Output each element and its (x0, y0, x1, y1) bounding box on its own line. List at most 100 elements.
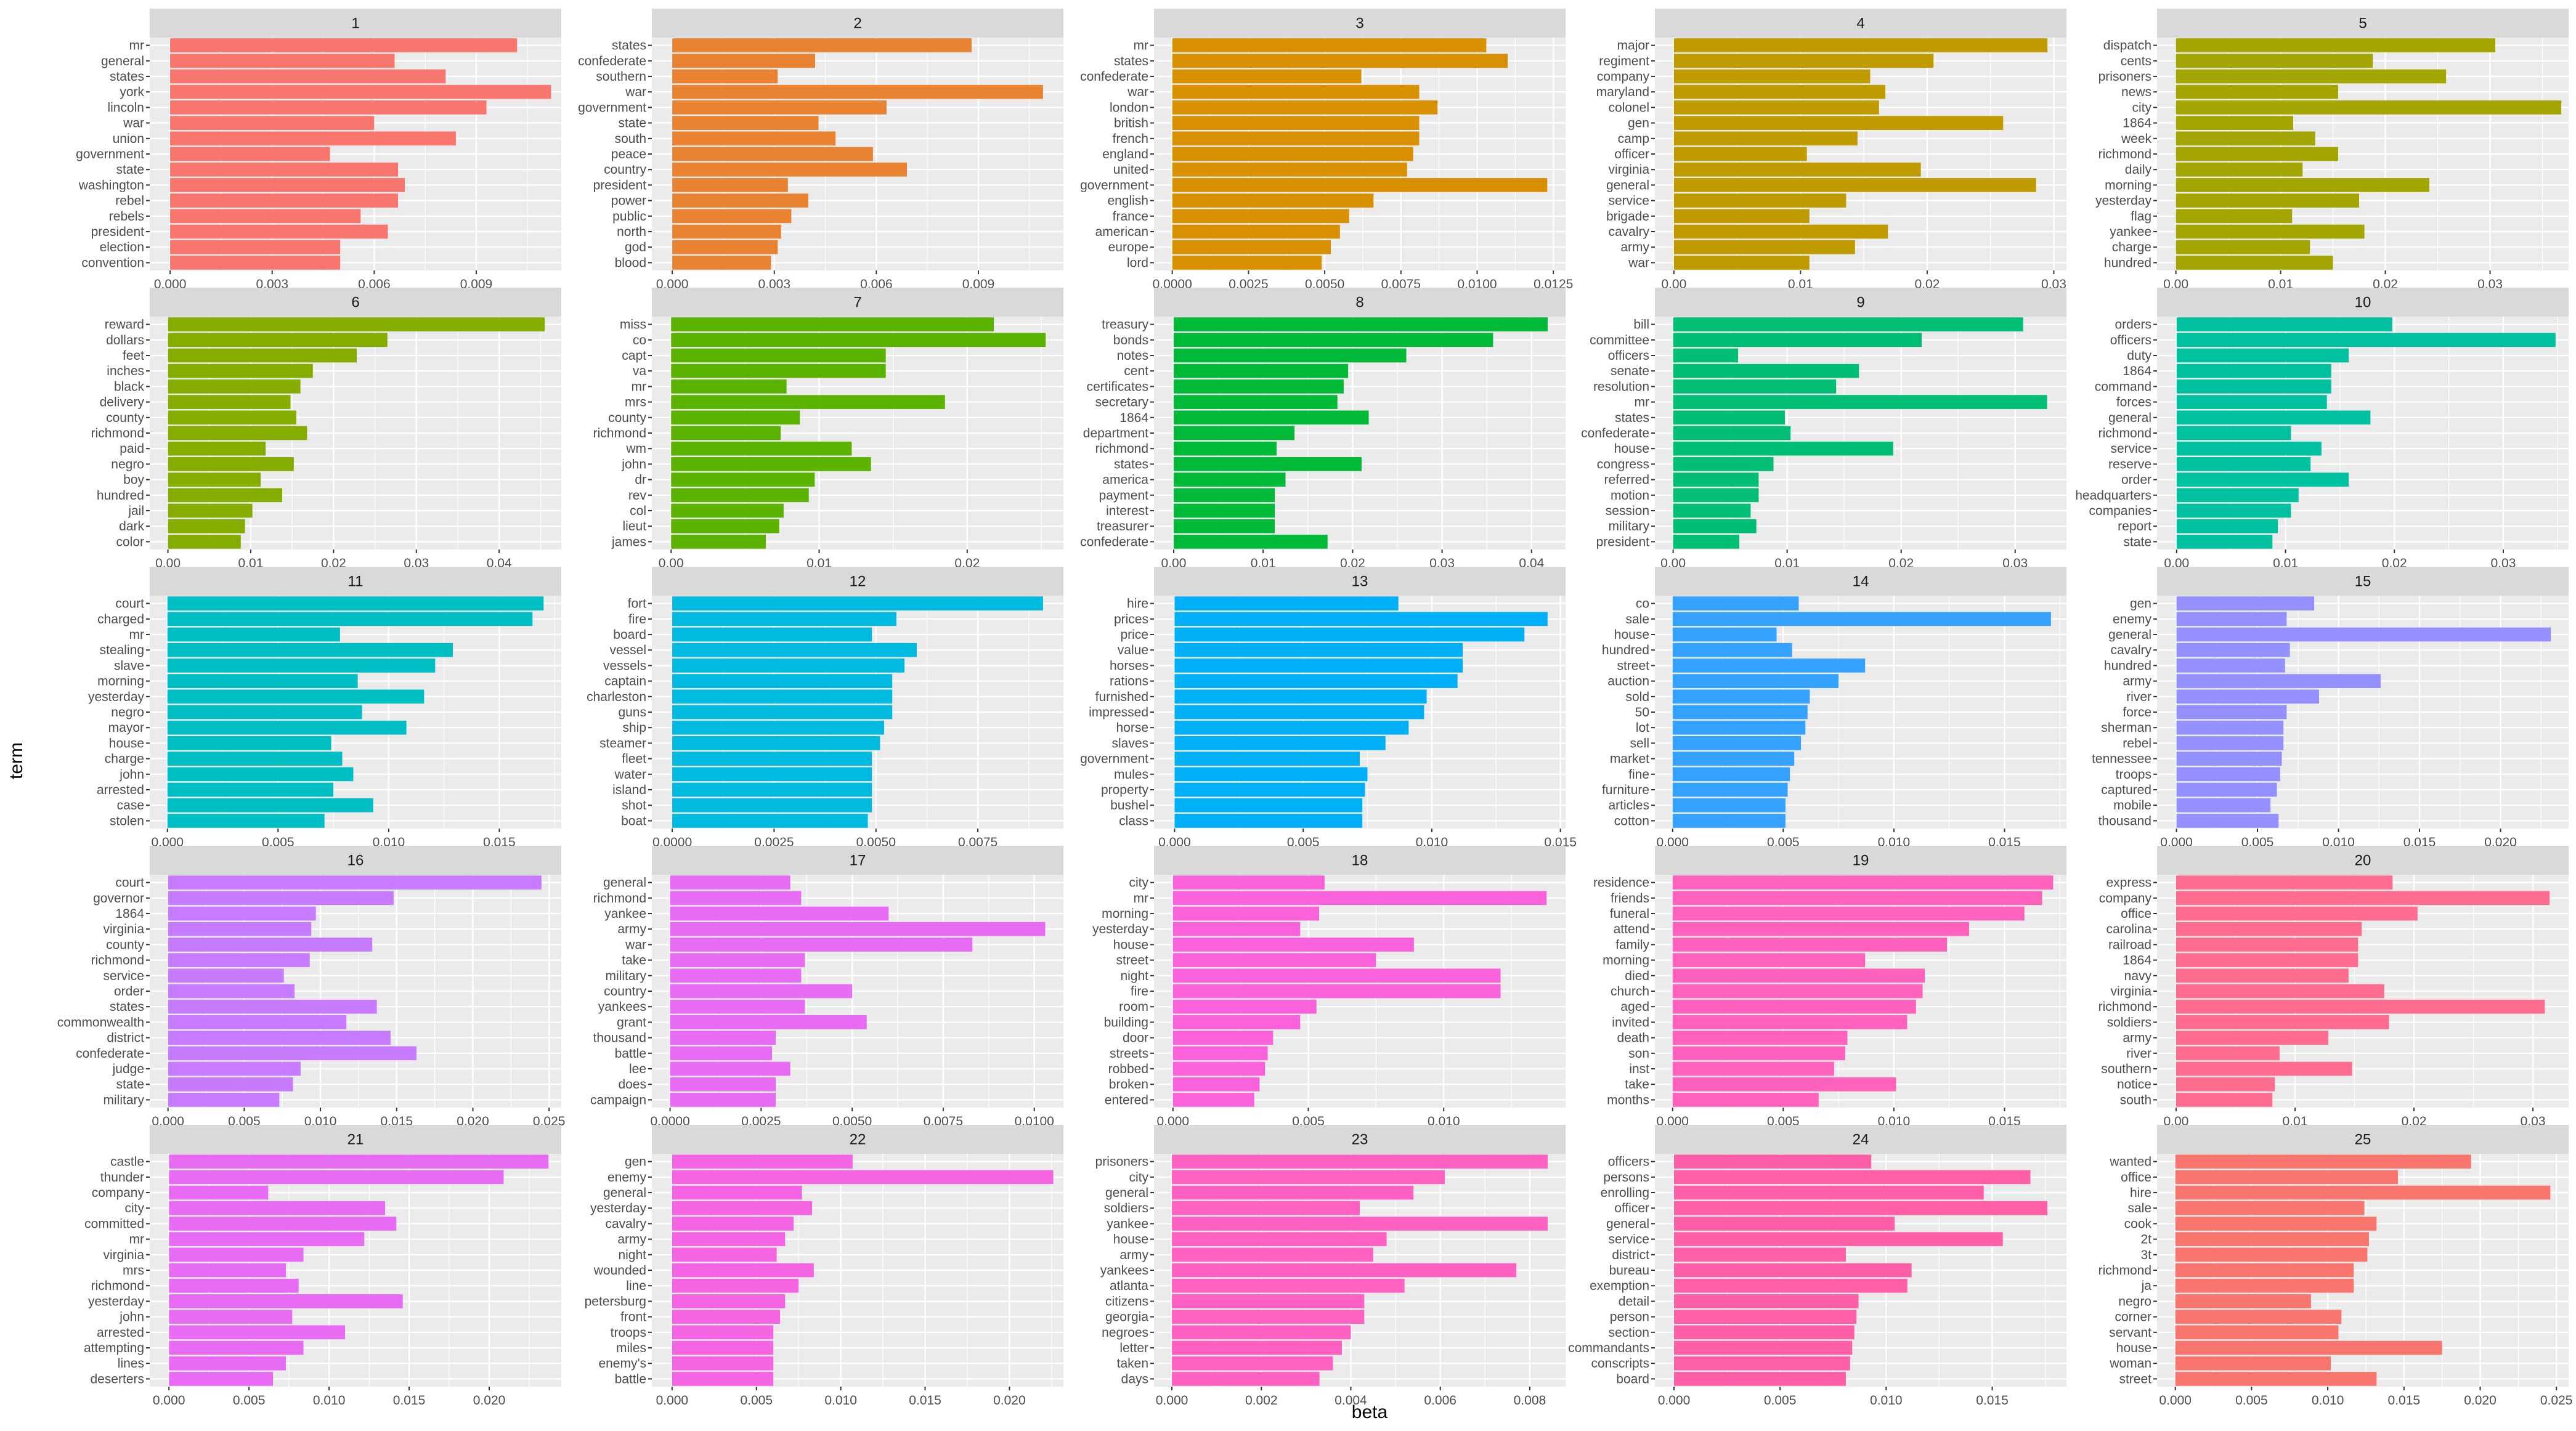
term-label: general (2108, 411, 2151, 425)
term-label: district (107, 1031, 144, 1045)
bar-committed (169, 1217, 397, 1231)
term-label: steamer (599, 736, 646, 750)
facet-strip (2157, 567, 2569, 596)
term-label: city (1129, 876, 1149, 890)
bar-carolina (2176, 922, 2362, 936)
term-label: reward (105, 318, 144, 332)
bar-mr (169, 1232, 365, 1246)
bar-headquarters (2176, 488, 2299, 503)
term-label: charge (2112, 240, 2151, 254)
term-label: horse (1116, 721, 1148, 735)
term-label: island (612, 783, 646, 797)
term-label: military (606, 969, 647, 983)
term-label: lord (1127, 256, 1148, 270)
bar-war (170, 116, 375, 130)
bar-virginia (1673, 162, 1921, 177)
term-label: fort (628, 597, 647, 611)
bar-state (170, 162, 399, 177)
x-tick-label: 0.006 (1424, 1393, 1457, 1408)
term-label: shot (622, 798, 646, 813)
bar-corner (2175, 1310, 2342, 1324)
term-label: articles (1608, 798, 1649, 813)
term-label: washington (78, 178, 144, 192)
term-label: impressed (1089, 705, 1148, 720)
x-tick-label: 0.000 (1156, 1393, 1188, 1408)
term-label: tennessee (2092, 752, 2151, 766)
bar-richmond (1173, 441, 1277, 456)
term-label: war (1127, 85, 1148, 99)
facet-strip (1655, 1125, 2066, 1154)
facet-strip-label: 2 (853, 15, 861, 32)
bar-guns (672, 705, 893, 720)
term-label: son (1628, 1047, 1649, 1061)
bar-fleet (672, 752, 872, 766)
bar-regiment (1673, 54, 1934, 68)
term-label: mrs (123, 1263, 144, 1278)
term-label: resolution (1593, 379, 1649, 394)
term-label: capt (622, 349, 646, 363)
bar-exemption (1673, 1278, 1908, 1293)
term-label: officers (1608, 1155, 1649, 1169)
bar-street (1672, 659, 1866, 673)
term-label: fleet (622, 752, 646, 766)
bar-boy (168, 472, 261, 487)
facet-strip (1154, 567, 1566, 596)
bar-wanted (2175, 1154, 2471, 1169)
term-label: house (1113, 1233, 1148, 1247)
term-label: co (1636, 597, 1649, 611)
term-label: colonel (1608, 100, 1649, 115)
facet-strip (652, 846, 1063, 875)
term-label: sold (1625, 690, 1649, 704)
y-axis-title: term (6, 742, 26, 779)
facet-strip (150, 846, 561, 875)
term-label: state (116, 163, 144, 177)
term-label: office (2121, 907, 2151, 921)
bar-union (170, 131, 456, 146)
bar-richmond (168, 953, 310, 967)
bar-war (1673, 256, 1810, 270)
x-tick-label: 0.020 (2464, 1393, 2497, 1408)
bar-army (2176, 674, 2381, 688)
bar-vessels (672, 659, 905, 673)
bar-tennessee (2176, 752, 2282, 766)
bar-confederate (1673, 426, 1791, 440)
term-label: street (1617, 659, 1649, 673)
bar-yankee (670, 906, 889, 921)
term-label: states (612, 39, 646, 53)
facet-strip (2157, 846, 2569, 875)
bar-state (2176, 535, 2273, 549)
term-label: grant (617, 1015, 646, 1029)
facet-strip (652, 9, 1063, 38)
term-label: army (617, 1233, 646, 1247)
facet-strip-label: 1 (351, 15, 359, 32)
term-label: force (2123, 705, 2151, 720)
bar-committee (1673, 333, 1922, 347)
term-label: georgia (1105, 1310, 1148, 1324)
term-label: 1864 (115, 907, 144, 921)
bar-atlanta (1172, 1278, 1405, 1293)
bar-news (2176, 84, 2339, 99)
term-label: vessels (603, 659, 646, 673)
term-label: enrolling (1601, 1186, 1649, 1200)
bar-mules (1174, 767, 1368, 782)
term-label: state (2123, 535, 2151, 549)
term-label: family (1615, 938, 1649, 952)
bar-inches (168, 363, 313, 378)
x-tick-label: 0.000 (1658, 1393, 1691, 1408)
term-label: wanted (2109, 1155, 2151, 1169)
bar-thousand (670, 1031, 776, 1045)
facet-strip (2157, 1125, 2569, 1154)
term-label: north (617, 225, 646, 239)
bar-hundred (2176, 659, 2285, 673)
bar-thousand (2176, 814, 2279, 828)
term-label: broken (1109, 1077, 1148, 1092)
bar-president (170, 224, 388, 239)
bar-arrested (169, 1325, 346, 1340)
term-label: army (1620, 240, 1649, 254)
bar-army (672, 1232, 786, 1246)
term-label: congress (1597, 457, 1649, 471)
term-label: morning (97, 675, 144, 689)
